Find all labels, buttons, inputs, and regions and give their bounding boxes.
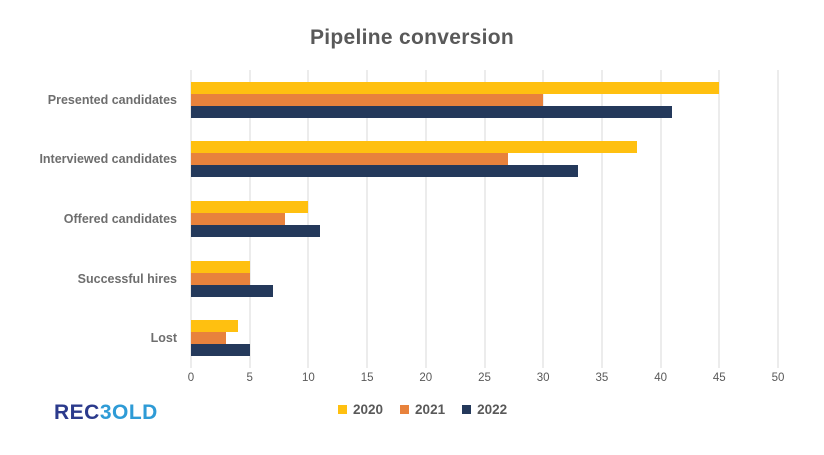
- logo-text-bold: 3OLD: [99, 401, 158, 424]
- category-labels: Presented candidates Interviewed candidat…: [0, 70, 177, 368]
- gridline: [484, 70, 485, 368]
- gridline: [601, 70, 603, 368]
- bar-2022: [191, 284, 274, 297]
- x-tick-label: 30: [536, 372, 550, 384]
- category-label: Lost: [150, 331, 177, 346]
- bar-2022: [191, 105, 673, 118]
- gridline: [366, 70, 368, 368]
- legend-swatch-2022: [462, 405, 472, 414]
- legend-label-2021: 2021: [415, 402, 446, 417]
- gridline: [777, 70, 779, 368]
- bar-2020: [191, 320, 238, 333]
- logo: REC3OLD: [54, 401, 158, 425]
- bar-2022: [191, 224, 321, 237]
- x-tick-label: 25: [478, 372, 491, 384]
- x-tick-label: 50: [771, 372, 785, 384]
- x-tick-label: 15: [360, 372, 374, 384]
- x-tick-label: 20: [419, 372, 433, 384]
- x-axis: 0 5 10 15 20 25 30 35 40 45 50: [187, 372, 785, 388]
- bar-2020: [191, 141, 638, 154]
- gridline: [307, 70, 309, 368]
- category-label: Presented candidates: [47, 92, 177, 107]
- bar-2020: [191, 260, 250, 273]
- logo-text-rec: REC: [54, 401, 100, 424]
- gridline: [660, 70, 662, 368]
- legend: 2020 2021 2022: [338, 402, 507, 417]
- legend-item-2020: 2020: [338, 402, 383, 417]
- bar-group: [191, 189, 778, 249]
- legend-item-2022: 2022: [462, 402, 507, 417]
- legend-swatch-2020: [338, 405, 347, 414]
- category-label: Offered candidates: [63, 211, 177, 226]
- bar-2021: [191, 272, 250, 285]
- gridline: [718, 70, 720, 368]
- legend-swatch-2021: [400, 405, 410, 414]
- bar-2021: [191, 93, 544, 106]
- bar-2021: [191, 153, 508, 166]
- bar-group: [191, 308, 778, 368]
- bar-2022: [191, 344, 250, 357]
- bar-group: [191, 70, 778, 130]
- gridline: [542, 70, 544, 368]
- bar-2022: [191, 165, 579, 178]
- bar-2020: [191, 81, 720, 94]
- category-label: Interviewed candidates: [39, 152, 177, 167]
- legend-label-2022: 2022: [477, 402, 508, 417]
- gridline: [425, 70, 427, 368]
- chart-title: Pipeline conversion: [309, 26, 515, 49]
- bar-group: [191, 130, 778, 190]
- x-tick-label: 5: [246, 372, 253, 384]
- bar-group: [191, 249, 778, 309]
- bar-2021: [191, 212, 285, 225]
- category-label: Successful hires: [77, 271, 177, 286]
- bar-2021: [191, 332, 227, 345]
- legend-label-2020: 2020: [353, 402, 384, 417]
- bar-2020: [191, 200, 309, 213]
- plot-area: [190, 70, 779, 368]
- x-tick-label: 0: [187, 372, 195, 384]
- x-tick-label: 35: [595, 372, 609, 384]
- x-tick-label: 40: [654, 372, 667, 384]
- x-tick-label: 10: [301, 372, 315, 384]
- legend-item-2021: 2021: [400, 402, 445, 417]
- x-tick-label: 45: [712, 372, 726, 384]
